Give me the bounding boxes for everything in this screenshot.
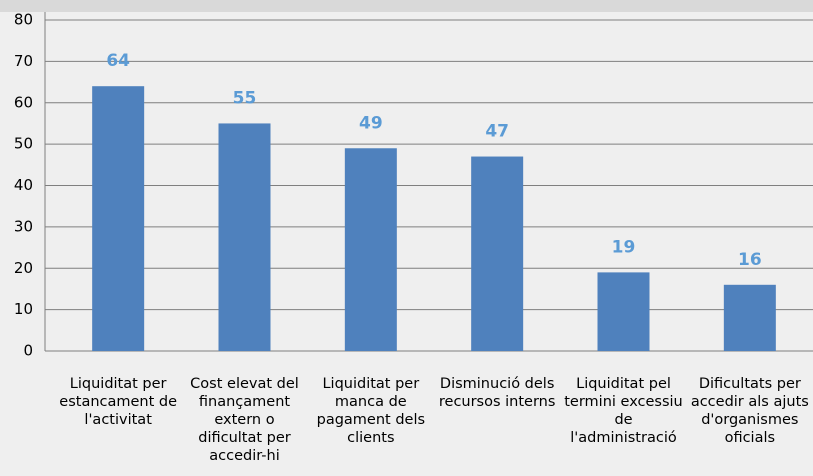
y-tick-label: 30 bbox=[14, 217, 33, 235]
bar bbox=[597, 272, 650, 351]
value-label: 55 bbox=[233, 88, 257, 108]
top-band bbox=[0, 0, 813, 12]
value-label: 16 bbox=[738, 250, 762, 270]
bar bbox=[344, 148, 397, 351]
bar bbox=[92, 86, 145, 351]
x-tick-label: Disminució dels recursos interns bbox=[438, 376, 556, 410]
y-tick-label: 40 bbox=[14, 176, 33, 194]
value-label: 49 bbox=[359, 113, 383, 133]
x-tick-label: Dificultats per accedir als ajuts d'orga… bbox=[690, 376, 809, 446]
bar bbox=[723, 284, 776, 351]
x-tick-label: Cost elevat del finançament extern o dif… bbox=[190, 376, 299, 464]
y-tick-label: 70 bbox=[14, 52, 33, 70]
bar bbox=[471, 156, 524, 351]
y-tick-label: 60 bbox=[14, 93, 33, 111]
x-tick-label: Liquiditat per estancament de l'activita… bbox=[59, 376, 178, 428]
y-tick-label: 10 bbox=[14, 300, 33, 318]
x-tick-label: Liquiditat pel termini excessiu de l'adm… bbox=[564, 376, 683, 446]
y-tick-label: 0 bbox=[23, 342, 33, 360]
value-label: 47 bbox=[485, 122, 509, 142]
value-label: 64 bbox=[106, 51, 130, 71]
y-tick-label: 80 bbox=[14, 11, 33, 29]
y-tick-label: 20 bbox=[14, 259, 33, 277]
bar bbox=[218, 123, 271, 351]
value-label: 19 bbox=[612, 237, 636, 257]
x-tick-label: Liquiditat per manca de pagament dels cl… bbox=[316, 376, 426, 446]
y-tick-label: 50 bbox=[14, 135, 33, 153]
